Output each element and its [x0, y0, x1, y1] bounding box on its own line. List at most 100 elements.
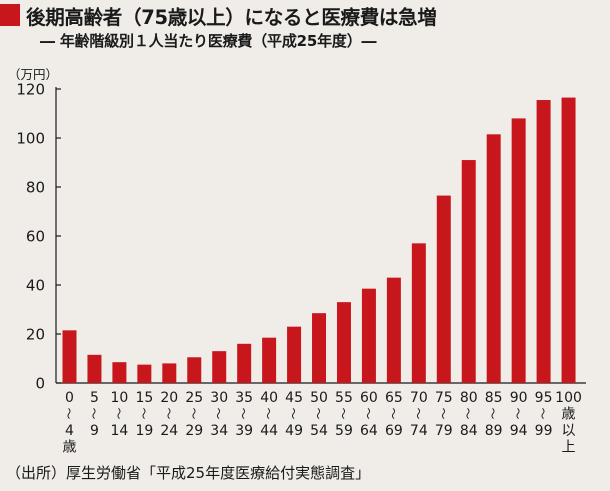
x-tick-label: 〜: [436, 407, 450, 419]
x-tick-label: 〜: [486, 407, 500, 419]
x-tick-label: 〜: [186, 407, 200, 419]
x-tick-label: 歳: [562, 407, 576, 423]
y-tick-label: 120: [16, 81, 45, 99]
x-tick-label: 〜: [111, 407, 125, 419]
x-tick-label: 70: [410, 390, 428, 406]
x-tick-label: 74: [410, 423, 428, 439]
bar: [511, 118, 526, 384]
x-tick-label: 54: [310, 423, 328, 439]
x-tick-label: 65: [385, 390, 403, 406]
x-tick-label: 35: [235, 390, 253, 406]
chart-title: 後期高齢者（75歳以上）になると医療費は急増: [26, 6, 437, 29]
x-tick-label: 〜: [536, 407, 550, 419]
x-tick-label: 94: [510, 423, 528, 439]
x-tick-label: 5: [90, 390, 99, 406]
x-tick-label: 59: [335, 423, 353, 439]
x-tick-label: 9: [90, 423, 99, 439]
x-tick-label: 〜: [236, 407, 250, 419]
bar: [62, 330, 77, 383]
bar: [486, 134, 501, 383]
bar: [536, 100, 551, 384]
bar: [162, 363, 177, 383]
y-tick-label: 60: [26, 228, 45, 246]
x-tick-label: 60: [360, 390, 378, 406]
bar: [312, 313, 327, 383]
x-tick-label: 以: [562, 423, 576, 439]
x-tick-label: 45: [285, 390, 303, 406]
x-tick-label: 39: [235, 423, 253, 439]
x-tick-label: 〜: [211, 407, 225, 419]
x-tick-label: 64: [360, 423, 378, 439]
x-tick-label: 〜: [461, 407, 475, 419]
bar: [361, 288, 376, 383]
bar: [386, 277, 401, 383]
bar: [461, 160, 476, 383]
x-tick-label: 29: [185, 423, 203, 439]
x-tick-label: 89: [485, 423, 503, 439]
x-tick-label: 85: [485, 390, 503, 406]
bar: [237, 343, 252, 383]
x-tick-label: 40: [260, 390, 278, 406]
title-block: 後期高齢者（75歳以上）になると医療費は急増 ― 年齢階級別１人当たり医療費（平…: [0, 0, 610, 50]
bar: [87, 354, 102, 383]
x-tick-label: 〜: [411, 407, 425, 419]
x-tick-label: 20: [160, 390, 178, 406]
x-tick-label: 〜: [336, 407, 350, 419]
x-tick-label: 90: [510, 390, 528, 406]
x-tick-label: 19: [135, 423, 153, 439]
x-tick-label: 〜: [311, 407, 325, 419]
x-tick-label: 10: [110, 390, 128, 406]
x-tick-label: 84: [460, 423, 478, 439]
x-tick-label: 4: [65, 423, 74, 439]
x-tick-label: 50: [310, 390, 328, 406]
x-tick-label: 〜: [161, 407, 175, 419]
y-axis-label: （万円）: [8, 67, 58, 82]
y-tick-label: 100: [16, 130, 45, 148]
x-tick-label: 〜: [286, 407, 300, 419]
x-tick-label: 55: [335, 390, 353, 406]
x-tick-label: 69: [385, 423, 403, 439]
bar: [336, 302, 351, 383]
bar: [561, 97, 576, 383]
x-tick-label: 15: [135, 390, 153, 406]
x-tick-label: 80: [460, 390, 478, 406]
x-tick-label: 〜: [86, 407, 100, 419]
x-tick-label: 99: [535, 423, 553, 439]
bar: [187, 357, 202, 383]
bar: [411, 243, 426, 383]
title-marker: [0, 4, 20, 26]
bar: [436, 195, 451, 383]
y-tick-label: 20: [26, 326, 45, 344]
x-tick-label: 〜: [361, 407, 375, 419]
x-tick-label: 上: [562, 440, 576, 456]
y-tick-label: 40: [26, 277, 45, 295]
x-tick-label: 95: [535, 390, 553, 406]
bar: [262, 337, 277, 383]
x-tick-label: 14: [110, 423, 128, 439]
x-tick-label: 34: [210, 423, 228, 439]
x-tick-label: 75: [435, 390, 453, 406]
x-tick-label: 〜: [62, 407, 76, 419]
source-note: （出所）厚生労働省「平成25年度医療給付実態調査」: [6, 464, 371, 482]
bar: [112, 362, 127, 383]
x-tick-label: 〜: [261, 407, 275, 419]
x-tick-label: 0: [65, 390, 74, 406]
x-tick-label: 歳: [63, 440, 77, 456]
x-tick-label: 79: [435, 423, 453, 439]
x-tick-label: 24: [160, 423, 178, 439]
y-tick-label: 80: [26, 179, 45, 197]
x-tick-label: 49: [285, 423, 303, 439]
x-tick-label: 30: [210, 390, 228, 406]
x-tick-label: 100: [555, 390, 582, 406]
y-tick-label: 0: [35, 375, 45, 393]
x-tick-label: 25: [185, 390, 203, 406]
bar: [212, 351, 227, 383]
bar: [287, 326, 302, 383]
x-tick-label: 44: [260, 423, 278, 439]
bar: [137, 364, 152, 383]
x-tick-label: 〜: [511, 407, 525, 419]
x-tick-label: 〜: [136, 407, 150, 419]
x-tick-label: 〜: [386, 407, 400, 419]
chart-subtitle: ― 年齢階級別１人当たり医療費（平成25年度）―: [40, 32, 377, 50]
